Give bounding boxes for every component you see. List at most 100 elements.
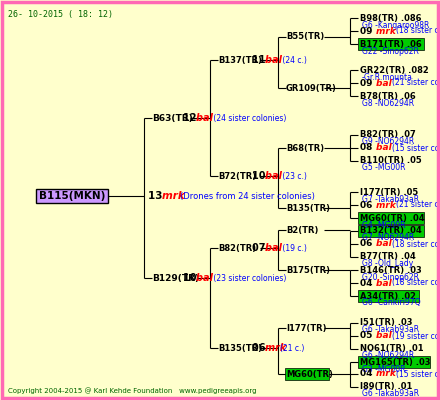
- Text: bal: bal: [196, 113, 216, 123]
- Text: I89(TR) .01: I89(TR) .01: [360, 382, 412, 392]
- Text: 10: 10: [252, 171, 269, 181]
- Text: B98(TR) .086: B98(TR) .086: [360, 14, 422, 22]
- Text: G6 -Takab93aR: G6 -Takab93aR: [362, 390, 419, 398]
- Text: B72(TR): B72(TR): [218, 172, 256, 180]
- Text: 06: 06: [252, 343, 269, 353]
- Text: G4 -MG00R: G4 -MG00R: [362, 220, 406, 230]
- Text: -Gr.R.mounta: -Gr.R.mounta: [362, 72, 413, 82]
- Text: (24 sister colonies): (24 sister colonies): [211, 114, 286, 122]
- Text: B137(TR): B137(TR): [218, 56, 262, 64]
- Text: bal: bal: [376, 240, 395, 248]
- Text: B135(TR): B135(TR): [218, 344, 262, 352]
- Text: GR109(TR): GR109(TR): [286, 84, 337, 92]
- Text: (23 sister colonies): (23 sister colonies): [211, 274, 286, 282]
- Text: 09: 09: [360, 26, 376, 36]
- Text: NO61(TR) .01: NO61(TR) .01: [360, 344, 424, 354]
- Text: I51(TR) .03: I51(TR) .03: [360, 318, 413, 328]
- Text: B135(TR): B135(TR): [286, 204, 330, 212]
- Text: (18 sister colonies): (18 sister colonies): [396, 26, 440, 36]
- Text: mrk: mrk: [265, 343, 290, 353]
- Text: G5 -MG00R: G5 -MG00R: [362, 164, 406, 172]
- Text: Copyright 2004-2015 @ Karl Kehde Foundation   www.pedigreeapis.org: Copyright 2004-2015 @ Karl Kehde Foundat…: [8, 387, 257, 394]
- Text: I177(TR) .05: I177(TR) .05: [360, 188, 418, 196]
- Text: (23 c.): (23 c.): [280, 172, 307, 180]
- Text: B171(TR) .06: B171(TR) .06: [360, 40, 422, 48]
- Text: B146(TR) .03: B146(TR) .03: [360, 266, 422, 274]
- Text: (19 sister colonies): (19 sister colonies): [392, 332, 440, 340]
- Bar: [358, 212, 425, 224]
- Text: G7 -Takab93aR: G7 -Takab93aR: [362, 194, 419, 204]
- Text: A34(TR) .02: A34(TR) .02: [360, 292, 416, 300]
- Text: B110(TR) .05: B110(TR) .05: [360, 156, 422, 166]
- Text: (18 sister colonies): (18 sister colonies): [392, 240, 440, 248]
- Text: 07: 07: [252, 243, 269, 253]
- Text: B82(TR): B82(TR): [218, 244, 256, 252]
- Text: G7 -NO6294R: G7 -NO6294R: [362, 234, 414, 242]
- Text: G8 -Old_Lady: G8 -Old_Lady: [362, 260, 413, 268]
- Text: mrk: mrk: [376, 370, 399, 378]
- Text: (24 c.): (24 c.): [280, 56, 307, 64]
- Text: mrk: mrk: [376, 200, 399, 210]
- Text: G8 -NO6294R: G8 -NO6294R: [362, 98, 414, 108]
- Text: bal: bal: [376, 278, 395, 288]
- Text: B78(TR) .06: B78(TR) .06: [360, 92, 416, 100]
- Text: (18 sister colonies): (18 sister colonies): [392, 278, 440, 288]
- Text: B175(TR): B175(TR): [286, 266, 330, 274]
- Text: (21 sister colonies): (21 sister colonies): [392, 78, 440, 88]
- Text: bal: bal: [376, 78, 395, 88]
- Text: (15 sister colonies): (15 sister colonies): [392, 144, 440, 152]
- Bar: [358, 38, 425, 50]
- Text: 06: 06: [360, 200, 375, 210]
- Bar: [285, 368, 329, 380]
- Text: G3 -MG00R: G3 -MG00R: [362, 364, 406, 374]
- Text: bal: bal: [265, 243, 286, 253]
- Text: G6 -NO6294R: G6 -NO6294R: [362, 352, 414, 360]
- Text: MG60(TR) .04: MG60(TR) .04: [360, 214, 425, 222]
- Text: G22 -Sinop62R: G22 -Sinop62R: [362, 46, 419, 56]
- Text: G6 -Takab93aR: G6 -Takab93aR: [362, 326, 419, 334]
- Text: bal: bal: [376, 144, 395, 152]
- Text: 06: 06: [360, 240, 375, 248]
- Text: bal: bal: [265, 55, 286, 65]
- Text: B77(TR) .04: B77(TR) .04: [360, 252, 416, 262]
- Text: GR22(TR) .082: GR22(TR) .082: [360, 66, 429, 74]
- Text: bal: bal: [196, 273, 216, 283]
- Text: G9 -NO6294R: G9 -NO6294R: [362, 138, 414, 146]
- Text: B68(TR): B68(TR): [286, 144, 324, 152]
- Text: (19 c.): (19 c.): [280, 244, 307, 252]
- Text: MG60(TR): MG60(TR): [286, 370, 333, 378]
- Text: I177(TR): I177(TR): [286, 324, 326, 332]
- Text: (21 sister colonies): (21 sister colonies): [396, 200, 440, 210]
- Text: B132(TR) .04: B132(TR) .04: [360, 226, 422, 236]
- Text: MG165(TR) .03: MG165(TR) .03: [360, 358, 430, 366]
- Text: B129(TR): B129(TR): [152, 274, 199, 282]
- Text: 11: 11: [252, 55, 269, 65]
- Text: B115(MKN): B115(MKN): [39, 191, 105, 201]
- Text: bal: bal: [376, 332, 395, 340]
- Text: mrk: mrk: [162, 191, 188, 201]
- Bar: [358, 225, 425, 237]
- Text: B82(TR) .07: B82(TR) .07: [360, 130, 416, 140]
- Text: (Drones from 24 sister colonies): (Drones from 24 sister colonies): [180, 192, 315, 200]
- Text: G20 -Sinop62R: G20 -Sinop62R: [362, 272, 419, 282]
- Text: 12: 12: [183, 113, 200, 123]
- Text: G6 -Kangaroo98R: G6 -Kangaroo98R: [362, 20, 429, 30]
- Text: B63(TR): B63(TR): [152, 114, 193, 122]
- Text: (21 c.): (21 c.): [280, 344, 304, 352]
- Text: 04: 04: [360, 278, 376, 288]
- Text: B55(TR): B55(TR): [286, 32, 324, 42]
- Text: (15 sister colonies): (15 sister colonies): [396, 370, 440, 378]
- Text: 09: 09: [360, 78, 376, 88]
- Text: G6 -Cankiri97Q: G6 -Cankiri97Q: [362, 298, 421, 308]
- Text: 05: 05: [360, 332, 375, 340]
- Text: mrk: mrk: [376, 26, 399, 36]
- Text: 26- 10-2015 ( 18: 12): 26- 10-2015 ( 18: 12): [8, 10, 113, 19]
- Bar: [358, 290, 419, 302]
- Bar: [36, 189, 108, 203]
- Text: 08: 08: [360, 144, 375, 152]
- Text: 04: 04: [360, 370, 376, 378]
- Bar: [358, 356, 429, 368]
- Text: 13: 13: [148, 191, 166, 201]
- Text: 10: 10: [183, 273, 200, 283]
- Text: bal: bal: [265, 171, 286, 181]
